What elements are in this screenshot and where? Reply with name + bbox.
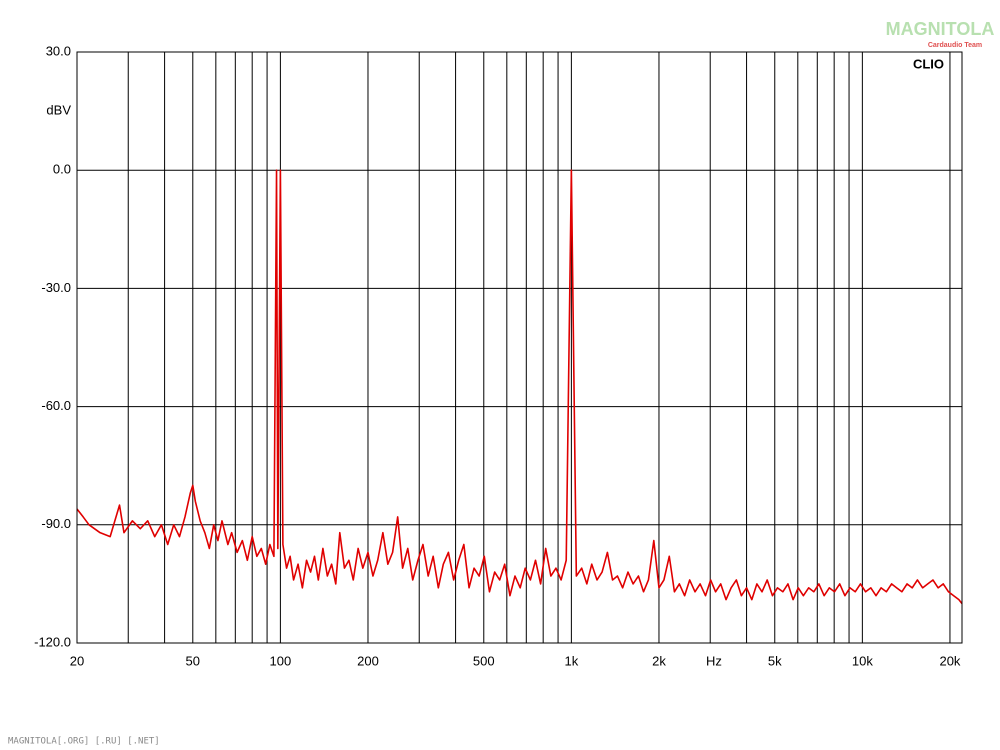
x-tick-label: 50 <box>186 653 200 668</box>
x-tick-label: 20 <box>70 653 84 668</box>
plot-border <box>76 51 963 644</box>
footer: MAGNITOLA[.ORG] [.RU] [.NET] <box>8 737 160 747</box>
x-tick-label: 5k <box>768 653 782 668</box>
y-tick-label: -60.0 <box>41 398 71 413</box>
x-tick-label: 1k <box>565 653 579 668</box>
x-axis-label: Hz <box>706 653 722 668</box>
logo-subtext: Cardaudio Team <box>928 42 982 49</box>
x-tick-label: 100 <box>270 653 292 668</box>
y-tick-label: 0.0 <box>53 162 71 177</box>
x-tick-label: 20k <box>939 653 960 668</box>
x-tick-label: 200 <box>357 653 379 668</box>
annotation: CLIO <box>913 56 944 71</box>
logo: MAGNITOLA <box>886 19 995 39</box>
x-tick-label: 2k <box>652 653 666 668</box>
x-tick-label: 500 <box>473 653 495 668</box>
plot-background <box>76 51 963 644</box>
spectrum-line <box>76 169 963 605</box>
y-axis-label: dBV <box>46 103 71 118</box>
y-tick-label: 30.0 <box>46 43 71 58</box>
y-tick-label: -90.0 <box>41 516 71 531</box>
x-tick-label: 10k <box>852 653 873 668</box>
plot-area: 20 50 100 200 500 1k 2k 5k 10k 20k 30.0 0.0 -30.0 -60… <box>34 43 963 668</box>
y-tick-label: -120.0 <box>34 634 71 649</box>
y-tick-label: -30.0 <box>41 280 71 295</box>
